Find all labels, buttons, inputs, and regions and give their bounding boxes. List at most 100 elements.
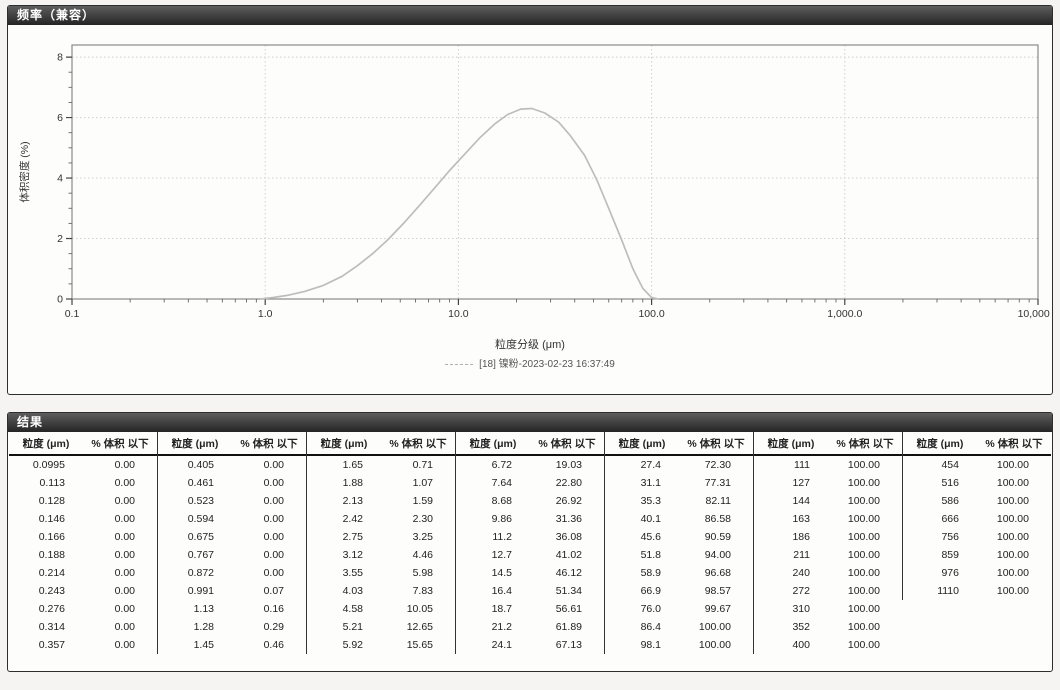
chart-legend: [18] 镍粉-2023-02-23 16:37:49 <box>10 355 1050 370</box>
table-row: 24.1 67.13 <box>456 636 604 654</box>
percent-value: 0.29 <box>263 621 284 633</box>
plot-border <box>71 44 1039 300</box>
percent-value: 77.31 <box>704 477 731 489</box>
size-value: 127 <box>792 477 810 489</box>
percent-value: 36.08 <box>555 531 582 543</box>
y-tick-label: 6 <box>57 112 63 124</box>
table-row: 0.523 0.00 <box>158 492 306 510</box>
size-value: 40.1 <box>640 513 661 525</box>
size-value: 0.767 <box>187 549 214 561</box>
size-column-header: 粒度 (μm) <box>171 438 219 450</box>
legend-line-sample <box>445 363 474 365</box>
table-row: 76.0 99.67 <box>605 600 753 618</box>
percent-value: 100.00 <box>996 567 1029 579</box>
table-row: 240 100.00 <box>754 564 902 582</box>
size-value: 5.92 <box>342 639 363 651</box>
table-row: 0.0995 0.00 <box>9 456 157 474</box>
percent-value: 100.00 <box>847 459 880 471</box>
size-value: 0.675 <box>187 531 214 543</box>
size-value: 58.9 <box>640 567 661 579</box>
size-value: 51.8 <box>640 549 661 561</box>
size-value: 0.461 <box>187 477 214 489</box>
size-column-header: 粒度 (μm) <box>618 438 666 450</box>
percent-value: 100.00 <box>847 585 880 597</box>
table-row: 0.594 0.00 <box>158 510 306 528</box>
size-value: 0.357 <box>38 639 65 651</box>
percent-value: 82.11 <box>705 495 732 507</box>
percent-value: 100.00 <box>847 567 880 579</box>
size-value: 11.2 <box>492 531 512 543</box>
percent-value: 100.00 <box>847 495 880 507</box>
table-row: 5.21 12.65 <box>307 618 455 636</box>
table-row: 2.42 2.30 <box>307 510 455 528</box>
size-value: 4.03 <box>342 585 363 597</box>
size-value: 86.4 <box>640 621 661 633</box>
table-group: 粒度 (μm)% 体积 以下 0.0995 0.00 0.113 0.00 0.128 0.… <box>9 432 157 654</box>
table-row: 666 100.00 <box>903 510 1051 528</box>
percent-value: 1.07 <box>412 477 433 489</box>
table-row: 127 100.00 <box>754 474 902 492</box>
frequency-panel-title: 频率（兼容） <box>8 6 1052 25</box>
x-tick-label: 1.0 <box>258 308 273 320</box>
table-row: 144 100.00 <box>754 492 902 510</box>
table-row: 0.113 0.00 <box>9 474 157 492</box>
table-row: 310 100.00 <box>754 600 902 618</box>
percent-value: 100.00 <box>698 639 731 651</box>
size-value: 9.86 <box>491 513 512 525</box>
results-panel-title: 结果 <box>8 413 1052 432</box>
percent-value: 0.00 <box>114 531 135 543</box>
table-row: 27.4 72.30 <box>605 456 753 474</box>
percent-value: 0.00 <box>263 477 284 489</box>
percent-value: 0.00 <box>263 531 284 543</box>
percent-value: 0.07 <box>263 585 284 597</box>
size-value: 0.0995 <box>32 459 65 471</box>
table-group-header: 粒度 (μm) % 体积 以下 <box>754 432 902 456</box>
x-tick-label: 10,000.0 <box>1018 308 1050 320</box>
y-tick-label: 2 <box>57 233 63 245</box>
table-row: 51.8 94.00 <box>605 546 753 564</box>
percent-value: 0.16 <box>263 603 284 615</box>
size-value: 272 <box>792 585 810 597</box>
size-value: 0.243 <box>38 585 65 597</box>
table-row: 4.58 10.05 <box>307 600 455 618</box>
x-tick-label: 1,000.0 <box>827 308 862 320</box>
size-value: 240 <box>792 567 810 579</box>
x-axis-title: 粒度分级 (μm) <box>495 339 565 351</box>
table-row: 111 100.00 <box>754 456 902 474</box>
percent-value: 0.00 <box>114 513 135 525</box>
percent-value: 1.59 <box>412 495 433 507</box>
table-row: 0.314 0.00 <box>9 618 157 636</box>
size-value: 0.405 <box>187 459 214 471</box>
size-value: 0.166 <box>38 531 65 543</box>
percent-value: 96.68 <box>704 567 731 579</box>
table-row: 9.86 31.36 <box>456 510 604 528</box>
table-row: 98.1 100.00 <box>605 636 753 654</box>
y-tick-label: 4 <box>57 173 63 185</box>
table-row: 0.214 0.00 <box>9 564 157 582</box>
percent-value: 100.00 <box>847 513 880 525</box>
percent-value: 51.34 <box>555 585 582 597</box>
percent-value: 46.12 <box>555 567 582 579</box>
table-row: 272 100.00 <box>754 582 902 600</box>
table-row: 586 100.00 <box>903 492 1051 510</box>
size-value: 859 <box>941 549 959 561</box>
size-value: 2.13 <box>342 495 363 507</box>
table-row: 86.4 100.00 <box>605 618 753 636</box>
size-value: 400 <box>792 639 810 651</box>
size-value: 666 <box>941 513 959 525</box>
percent-value: 0.00 <box>114 621 135 633</box>
size-column-header: 粒度 (μm) <box>916 438 964 450</box>
size-value: 0.188 <box>38 549 65 561</box>
table-row: 0.276 0.00 <box>9 600 157 618</box>
x-tick-label: 100.0 <box>638 308 664 320</box>
table-row: 18.7 56.61 <box>456 600 604 618</box>
percent-value: 90.59 <box>704 531 731 543</box>
percent-value: 4.46 <box>412 549 433 561</box>
table-row: 1.13 0.16 <box>158 600 306 618</box>
percent-value: 10.05 <box>406 603 433 615</box>
table-group: 粒度 (μm) % 体积 以下 6.72 19.03 7.64 22.80 8.68 26.9… <box>455 432 604 654</box>
size-value: 1.45 <box>193 639 214 651</box>
percent-value: 0.00 <box>263 549 284 561</box>
percent-value: 100.00 <box>996 531 1029 543</box>
size-column-header: 粒度 (μm) <box>469 438 517 450</box>
